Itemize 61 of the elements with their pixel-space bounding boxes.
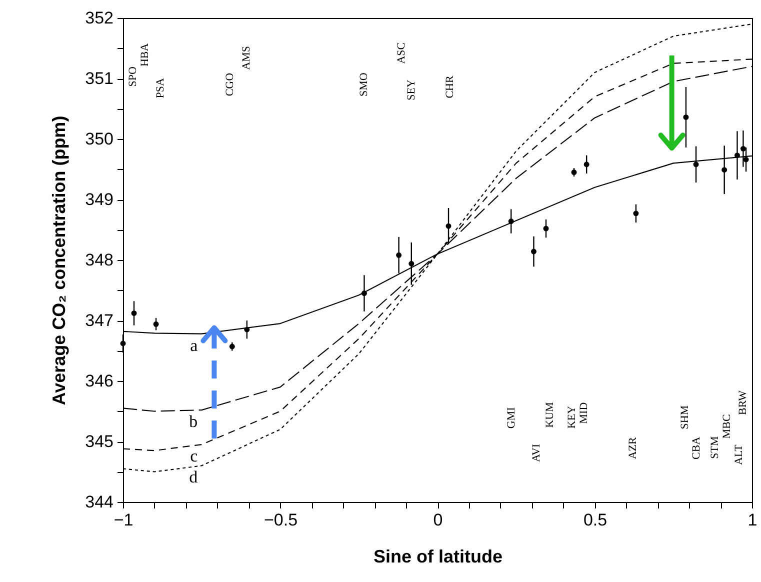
point [531, 248, 536, 254]
point [740, 146, 746, 152]
annotation: SHM [679, 405, 692, 430]
y-tick-label: 351 [85, 69, 114, 88]
annotation: CGO [224, 72, 236, 96]
point [743, 156, 749, 162]
point [131, 310, 137, 316]
point [229, 344, 235, 350]
y-tick-label: 349 [85, 190, 114, 209]
annotation: AMS [240, 46, 253, 70]
annotation: MID [578, 402, 590, 424]
point [153, 321, 159, 327]
annotation: SMO [358, 72, 370, 96]
annotation: MBC [720, 414, 733, 439]
y-tick-label: 346 [85, 372, 114, 390]
x-tick-label: 0 [433, 510, 443, 530]
point [633, 210, 639, 216]
point [120, 340, 126, 346]
annotation: PSA [154, 78, 167, 98]
point [734, 152, 740, 158]
point [693, 162, 699, 168]
x-axis-title: Sine of latitude [373, 546, 503, 566]
point [408, 260, 414, 266]
y-axis-title: Average CO₂ concentration (ppm) [49, 116, 70, 406]
point [446, 223, 452, 229]
annotation: SPO [127, 66, 140, 87]
annotation: CBA [690, 436, 703, 460]
x-tick-label: −0.5 [264, 510, 298, 530]
y-tick-label: 350 [85, 130, 114, 148]
point [396, 252, 402, 258]
point [508, 218, 514, 224]
x-tick-label: 0.5 [583, 510, 608, 530]
annotation: GMI [506, 406, 518, 429]
annotation: BRW [737, 390, 750, 416]
series-label: a [190, 336, 198, 355]
annotation: SEY [406, 80, 418, 100]
annotation: KEY [566, 406, 578, 429]
annotation: ALT [732, 444, 745, 465]
series-label: d [189, 468, 198, 487]
point [244, 326, 250, 332]
y-tick-label: 345 [85, 432, 114, 451]
annotation: AVI [530, 444, 543, 462]
y-tick-label: 352 [85, 8, 114, 28]
annotation: STM [708, 436, 721, 459]
point [683, 114, 689, 120]
point [361, 290, 367, 296]
point [543, 226, 549, 232]
series-label: b [189, 412, 198, 432]
y-tick-label: 344 [85, 492, 114, 512]
annotation: KUM [544, 402, 556, 428]
annotation: AZR [627, 436, 640, 460]
annotation: ASC [396, 42, 408, 64]
y-tick-label: 347 [85, 311, 114, 330]
point [722, 167, 728, 173]
x-tick-label: 1 [748, 510, 758, 530]
annotation: HBA [139, 43, 152, 67]
x-tick-label: −1 [114, 510, 134, 530]
point [584, 162, 590, 168]
series-label: c [190, 446, 198, 466]
y-tick-label: 348 [85, 250, 114, 270]
annotation: CHR [444, 75, 456, 98]
